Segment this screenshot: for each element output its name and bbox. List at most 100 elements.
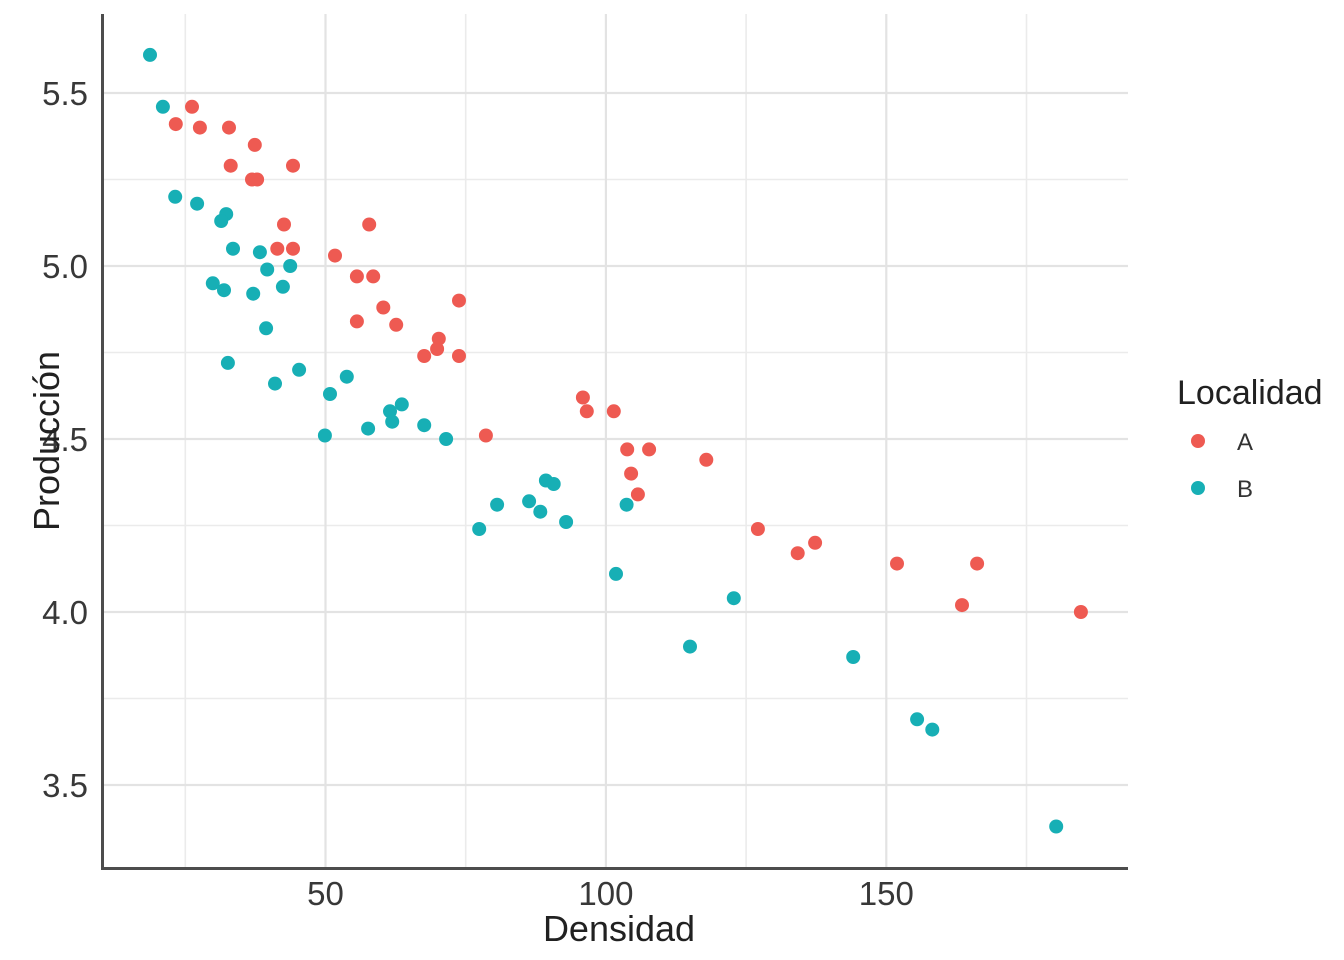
data-point-b [260, 262, 275, 277]
data-point-b [394, 397, 409, 412]
y-tick-label: 5.0 [42, 248, 88, 285]
data-point-b [385, 414, 400, 429]
data-point-a [389, 317, 404, 332]
data-point-a [478, 428, 493, 443]
x-tick-label: 150 [859, 875, 914, 912]
data-point-a [579, 404, 594, 419]
legend-swatch-a-icon [1191, 434, 1205, 448]
y-axis-tick-labels: 3.5 4.0 4.5 5.0 5.5 [42, 75, 88, 804]
y-tick-label: 3.5 [42, 767, 88, 804]
data-point-b [317, 428, 332, 443]
points-layer [143, 47, 1088, 834]
data-point-a [376, 300, 391, 315]
data-point-b [259, 321, 274, 336]
data-point-a [970, 556, 985, 571]
x-axis-title: Densidad [543, 908, 695, 949]
legend-title: Localidad [1177, 374, 1323, 412]
data-point-a [430, 342, 445, 356]
data-point-a [247, 137, 262, 152]
data-point-b [143, 47, 157, 62]
data-point-a [642, 442, 657, 457]
data-point-a [222, 120, 236, 135]
data-point-a [328, 248, 342, 263]
data-point-a [270, 241, 285, 256]
data-point-a [955, 598, 969, 613]
grid-layer [102, 14, 1128, 867]
y-axis-title: Producción [26, 351, 67, 531]
data-point-b [846, 650, 861, 664]
data-point-b [1049, 819, 1064, 834]
data-point-b [246, 286, 261, 301]
data-point-b [252, 245, 267, 260]
data-point-a [250, 172, 265, 187]
x-tick-label: 50 [307, 875, 344, 912]
data-point-b [217, 283, 231, 298]
data-point-b [546, 477, 561, 491]
data-point-a [362, 217, 377, 232]
data-point-b [155, 99, 170, 114]
data-point-a [277, 217, 291, 232]
data-point-b [559, 515, 574, 529]
data-point-b [490, 497, 505, 512]
data-point-a [185, 99, 199, 114]
plot-panel [102, 14, 1128, 868]
y-tick-label: 5.5 [42, 75, 88, 112]
data-point-a [349, 269, 364, 284]
data-point-a [431, 331, 446, 346]
data-point-b [726, 591, 741, 606]
legend-label-b: B [1237, 476, 1253, 503]
data-point-a [699, 452, 714, 467]
data-point-b [214, 214, 229, 228]
data-point-b [323, 387, 337, 401]
data-point-a [1073, 605, 1088, 619]
data-point-b [292, 362, 307, 377]
data-point-b [283, 259, 298, 273]
data-point-b [275, 279, 290, 294]
legend-label-a: A [1237, 429, 1253, 456]
data-point-a [808, 535, 823, 550]
data-point-a [417, 349, 432, 363]
data-point-a [452, 293, 466, 308]
data-point-a [624, 466, 639, 481]
data-point-a [620, 442, 635, 457]
data-point-b [472, 522, 487, 536]
data-point-a [890, 556, 904, 571]
data-point-b [910, 712, 925, 727]
data-point-b [609, 566, 623, 581]
data-point-b [190, 196, 205, 211]
data-point-b [220, 355, 235, 370]
data-point-a [790, 546, 805, 561]
data-point-b [619, 497, 634, 512]
data-point-a [192, 120, 207, 135]
data-point-a [168, 117, 183, 132]
data-point-a [750, 522, 765, 536]
data-point-a [452, 349, 466, 363]
data-point-a [575, 390, 590, 405]
data-point-b [522, 494, 537, 509]
data-point-b [339, 369, 354, 384]
data-point-b [417, 418, 432, 433]
data-point-b [683, 639, 697, 654]
data-point-b [383, 404, 397, 419]
data-point-b [268, 376, 282, 391]
data-point-b [226, 241, 240, 256]
legend-swatch-b-icon [1191, 481, 1205, 495]
y-tick-label: 4.0 [42, 594, 88, 631]
data-point-b [168, 189, 183, 204]
data-point-b [533, 504, 548, 519]
data-point-a [223, 158, 238, 173]
data-point-b [205, 276, 220, 291]
x-tick-label: 100 [578, 875, 633, 912]
x-axis-tick-labels: 50 100 150 [307, 875, 914, 912]
data-point-a [366, 269, 381, 284]
data-point-b [361, 421, 376, 436]
data-point-b [439, 432, 454, 446]
y-tick-label: 4.5 [42, 421, 88, 458]
data-point-a [630, 487, 645, 502]
data-point-a [286, 158, 300, 173]
data-point-b [925, 722, 940, 737]
axis-lines [101, 14, 1128, 870]
data-point-a [349, 314, 364, 329]
